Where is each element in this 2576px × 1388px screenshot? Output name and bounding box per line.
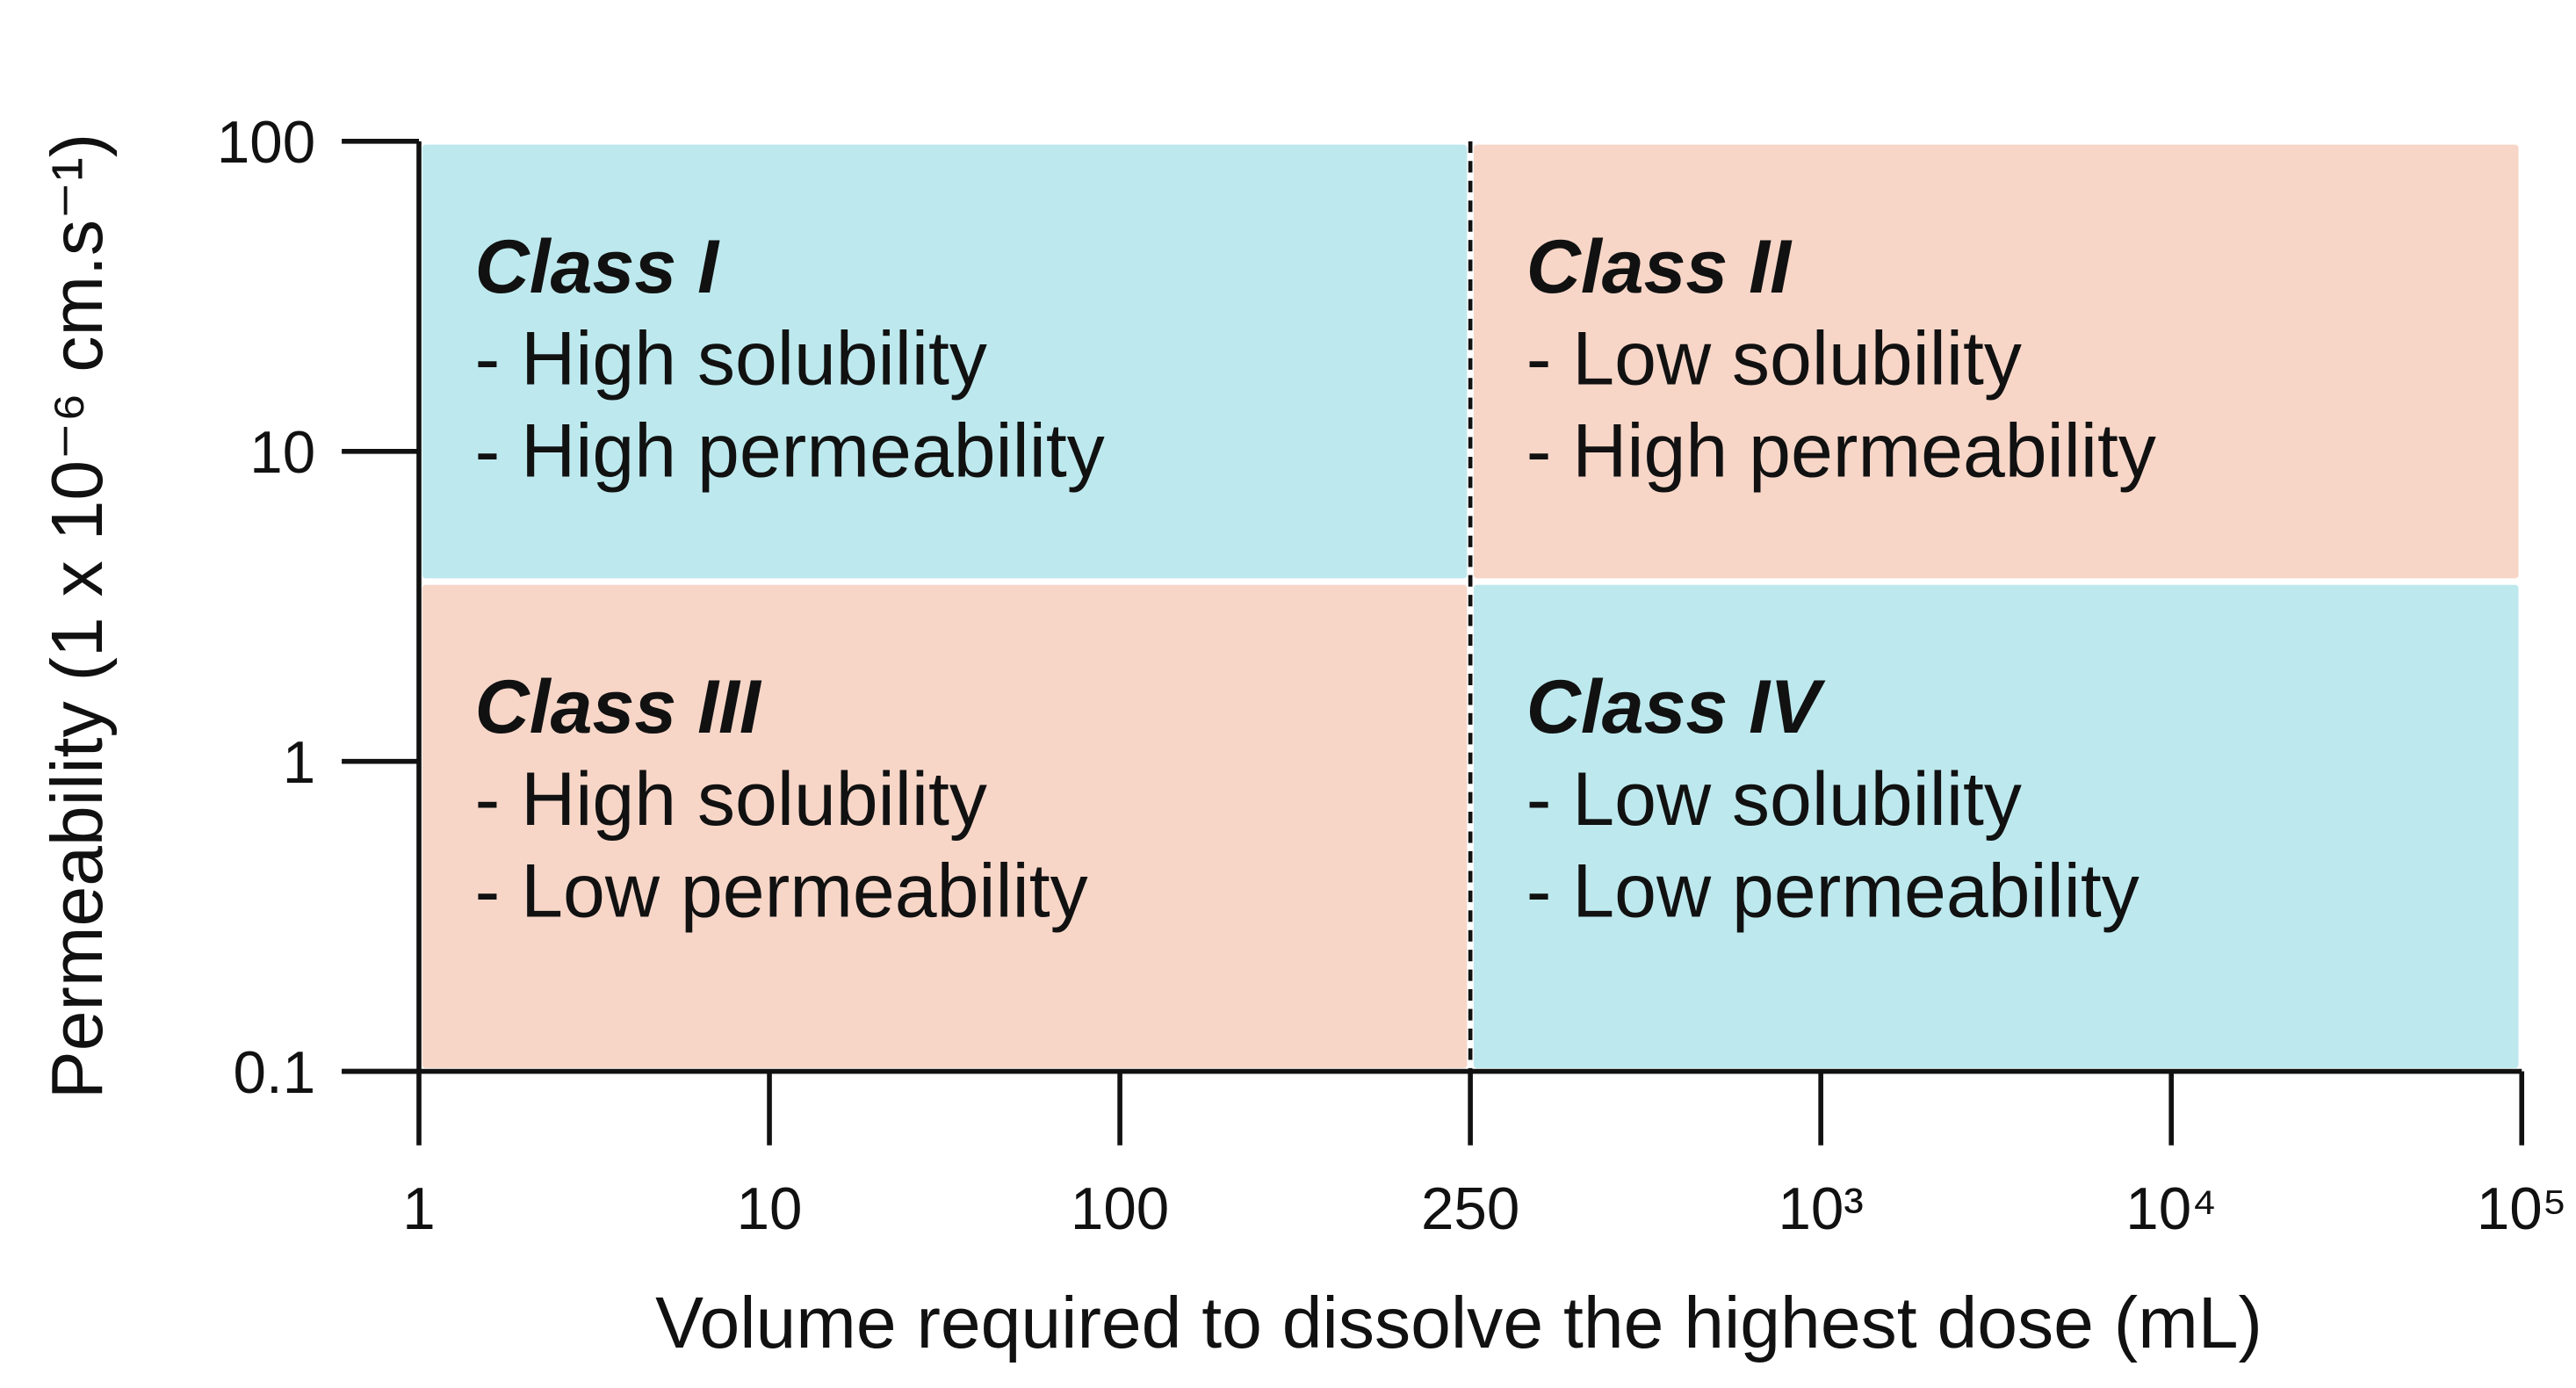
region-text: - Low permeability bbox=[475, 849, 1088, 934]
x-axis-label: Volume required to dissolve the highest … bbox=[655, 1283, 2262, 1363]
y-tick-label: 100 bbox=[217, 110, 315, 176]
region-text: - High permeability bbox=[475, 408, 1105, 493]
region-text: - High solubility bbox=[475, 317, 987, 401]
region bbox=[1473, 584, 2519, 1068]
x-tick-label: 10 bbox=[737, 1176, 803, 1242]
region-title: Class III bbox=[475, 665, 762, 749]
region bbox=[1473, 144, 2519, 579]
x-tick-label: 10³ bbox=[1779, 1176, 1864, 1242]
x-tick-label: 250 bbox=[1421, 1176, 1519, 1242]
region-text: - Low solubility bbox=[1526, 317, 2022, 401]
y-tick-label: 1 bbox=[283, 730, 315, 796]
region bbox=[422, 144, 1468, 579]
y-axis-label: Permeability (1 x 10⁻⁶ cm.s⁻¹) bbox=[37, 134, 118, 1099]
y-tick-label: 10 bbox=[249, 420, 315, 486]
x-tick-label: 10⁴ bbox=[2125, 1176, 2217, 1242]
x-tick-label: 1 bbox=[402, 1176, 435, 1242]
region-text: - High solubility bbox=[475, 757, 987, 842]
y-tick-label: 0.1 bbox=[234, 1040, 316, 1106]
region-text: - Low solubility bbox=[1526, 757, 2022, 842]
region-title: Class IV bbox=[1526, 665, 1826, 749]
x-tick-label: 100 bbox=[1071, 1176, 1169, 1242]
x-tick-label: 10⁵ bbox=[2477, 1176, 2567, 1242]
region-title: Class II bbox=[1526, 225, 1793, 309]
region-text: - High permeability bbox=[1526, 408, 2156, 493]
region-title: Class I bbox=[475, 225, 720, 309]
region bbox=[422, 584, 1468, 1068]
region-text: - Low permeability bbox=[1526, 849, 2139, 934]
